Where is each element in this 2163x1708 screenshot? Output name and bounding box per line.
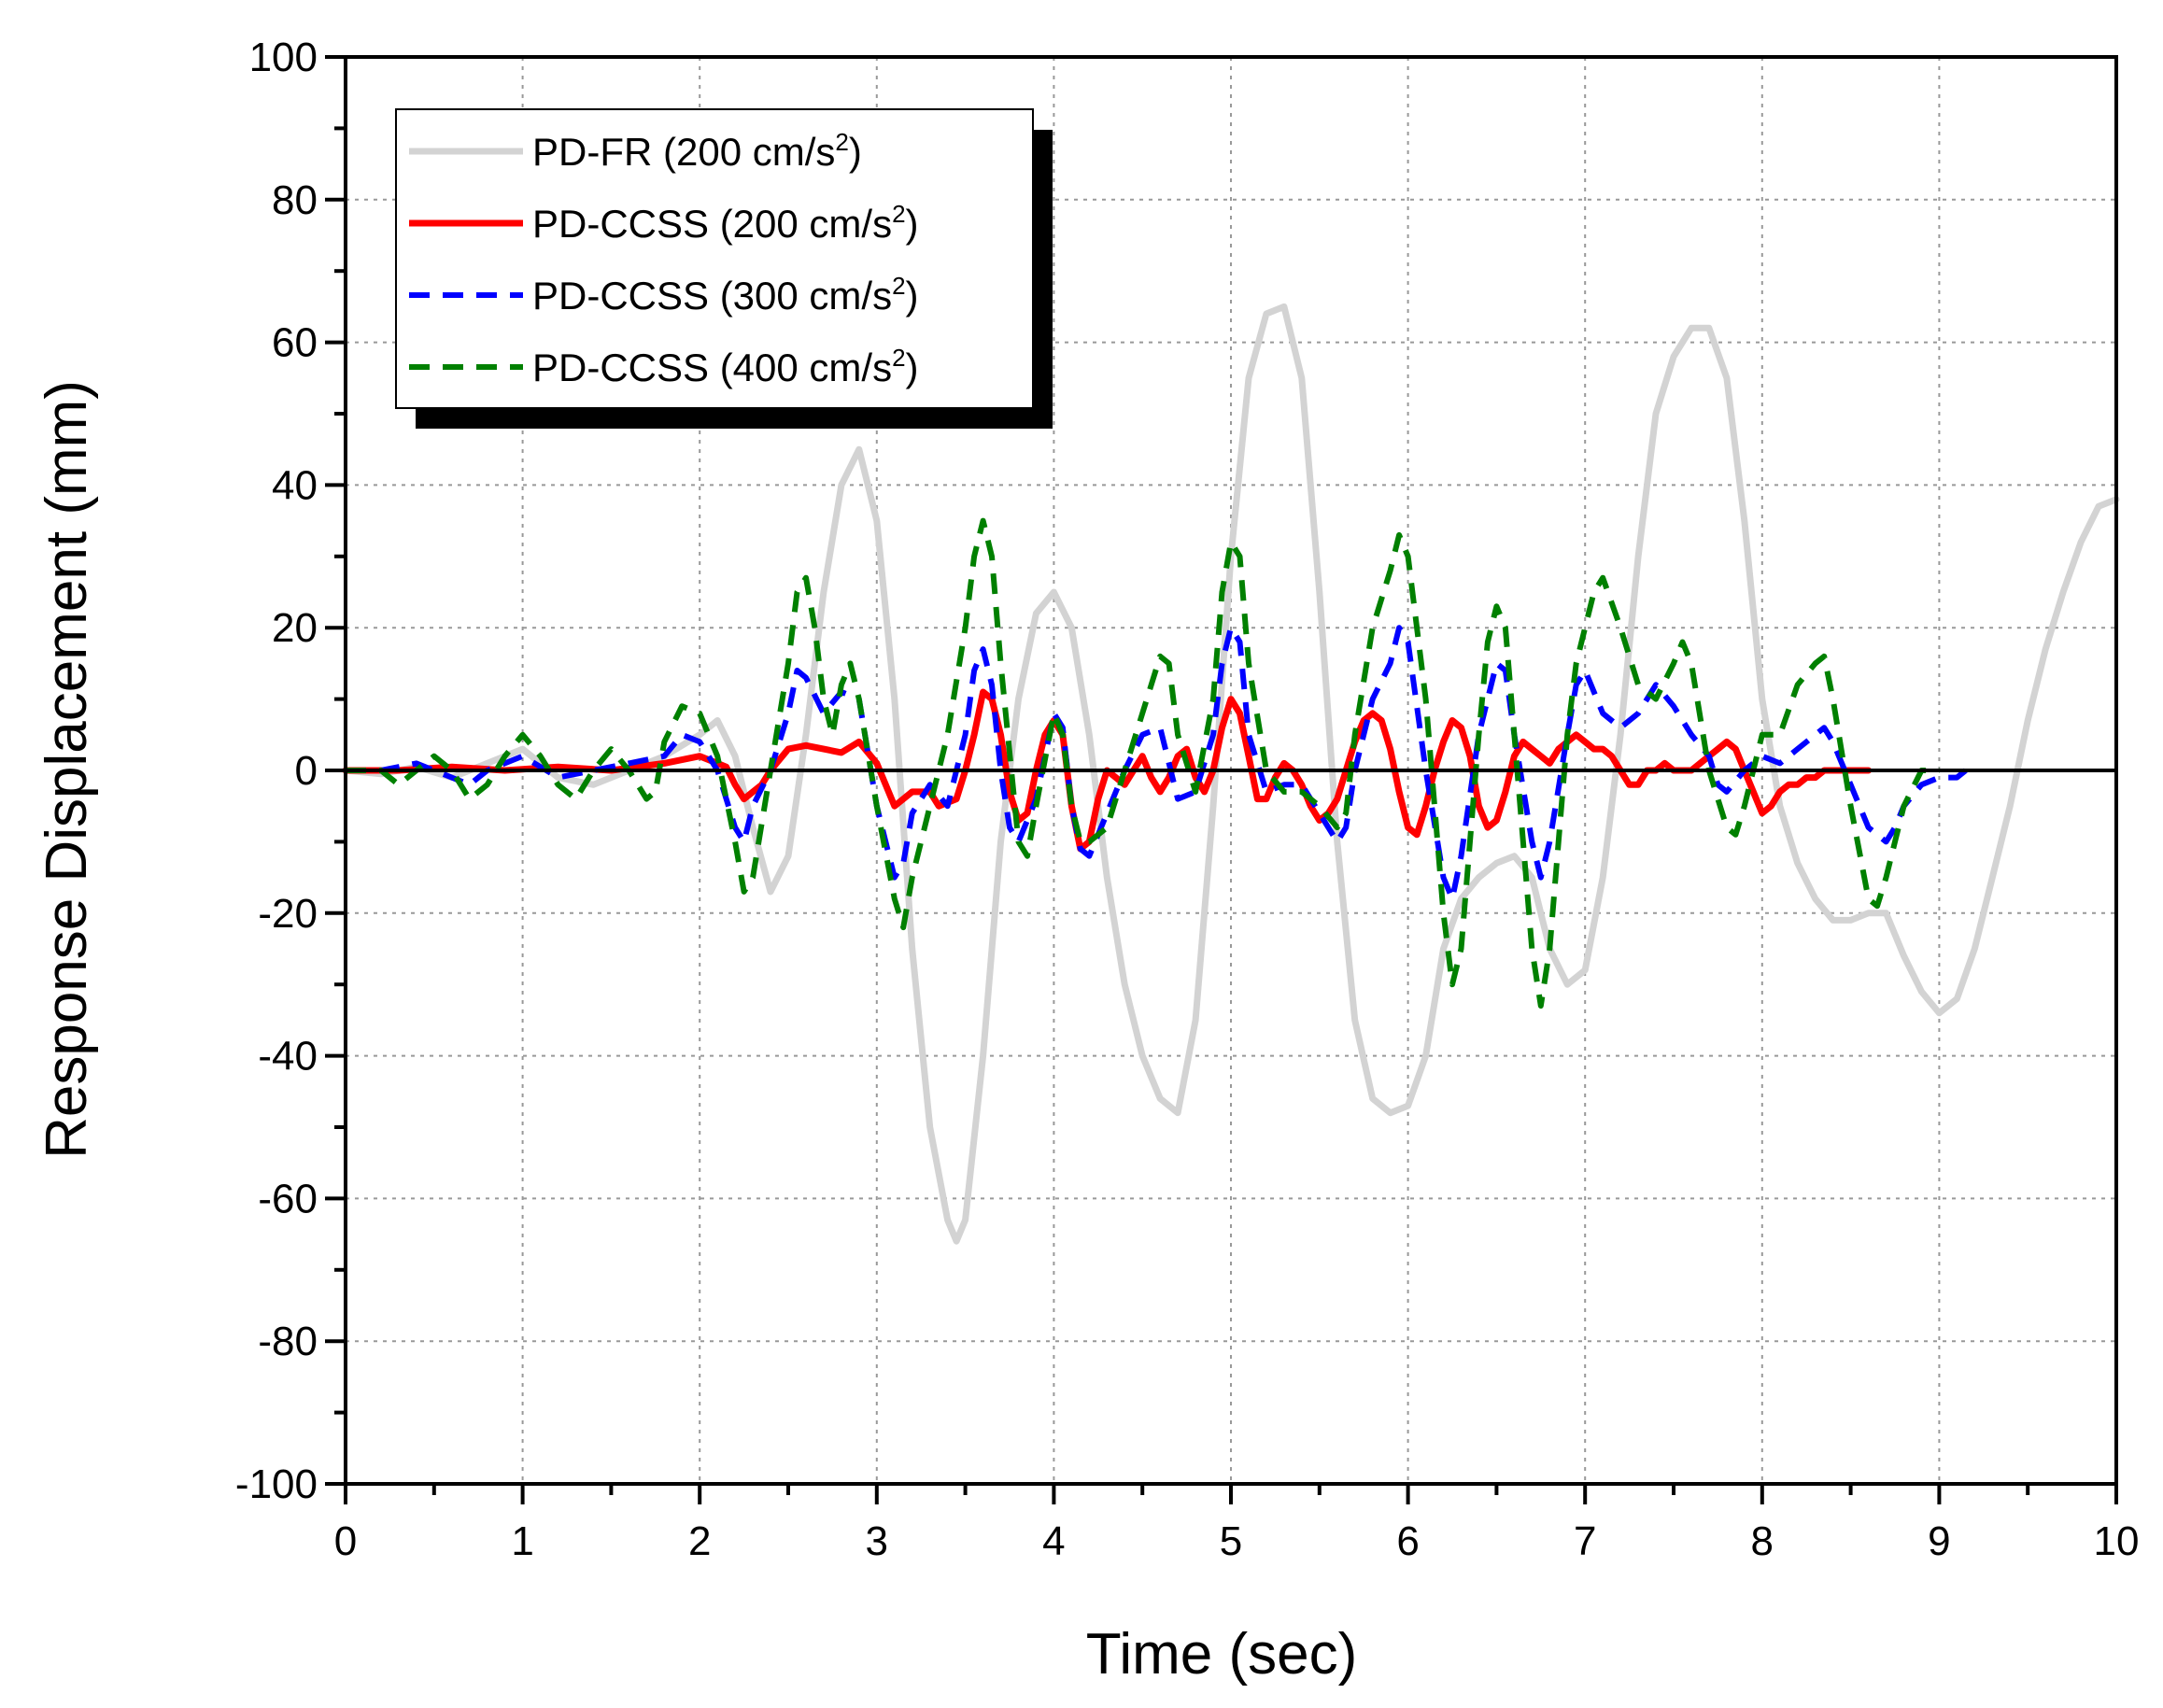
series-line-1: [342, 303, 2120, 1245]
x-tick-label: 2: [688, 1518, 711, 1564]
x-tick-label: 1: [511, 1518, 533, 1564]
legend: PD-FR (200 cm/s2) PD-CCSS (200 cm/s2) PD-C…: [395, 108, 1053, 429]
x-tick-label: 9: [1928, 1518, 1950, 1564]
axis-ticks: [325, 55, 2118, 1504]
x-tick-label: 4: [1042, 1518, 1065, 1564]
y-tick-label: 40: [272, 462, 318, 508]
legend-label-3: PD-CCSS (300 cm/s2): [532, 272, 919, 318]
legend-label-1: PD-FR (200 cm/s2): [532, 128, 862, 174]
y-tick-label: 20: [272, 605, 318, 651]
y-tick-label: 0: [295, 748, 318, 794]
x-tick-label: 7: [1574, 1518, 1596, 1564]
legend-entries: PD-FR (200 cm/s2) PD-CCSS (200 cm/s2) PD-C…: [409, 128, 919, 389]
x-tick-labels: 0 1 2 3 4 5 6 7 8 9 10: [334, 1518, 2140, 1564]
y-tick-label: -20: [258, 891, 318, 937]
y-tick-label: 100: [249, 35, 318, 80]
y-tick-labels: 100 80 60 40 20 0 -20 -40 -60 -80 -100: [235, 35, 318, 1507]
x-tick-label: 0: [334, 1518, 357, 1564]
legend-box: [395, 108, 1034, 409]
y-tick-label: -100: [235, 1461, 318, 1507]
legend-label-2: PD-CCSS (200 cm/s2): [532, 200, 919, 246]
x-tick-label: 3: [866, 1518, 888, 1564]
y-tick-label: 80: [272, 177, 318, 223]
x-tick-label: 8: [1751, 1518, 1774, 1564]
y-axis-title: Response Displacement (mm): [35, 380, 99, 1159]
y-tick-label: -40: [258, 1034, 318, 1080]
legend-label-4: PD-CCSS (400 cm/s2): [532, 344, 919, 389]
x-tick-label: 10: [2094, 1518, 2140, 1564]
y-tick-label: -80: [258, 1319, 318, 1364]
series-line-4: [346, 517, 1940, 1009]
x-axis-title: Time (sec): [1086, 1622, 1357, 1687]
y-tick-label: 60: [272, 320, 318, 366]
y-tick-label: -60: [258, 1176, 318, 1221]
x-tick-label: 6: [1396, 1518, 1419, 1564]
x-tick-label: 5: [1220, 1518, 1242, 1564]
